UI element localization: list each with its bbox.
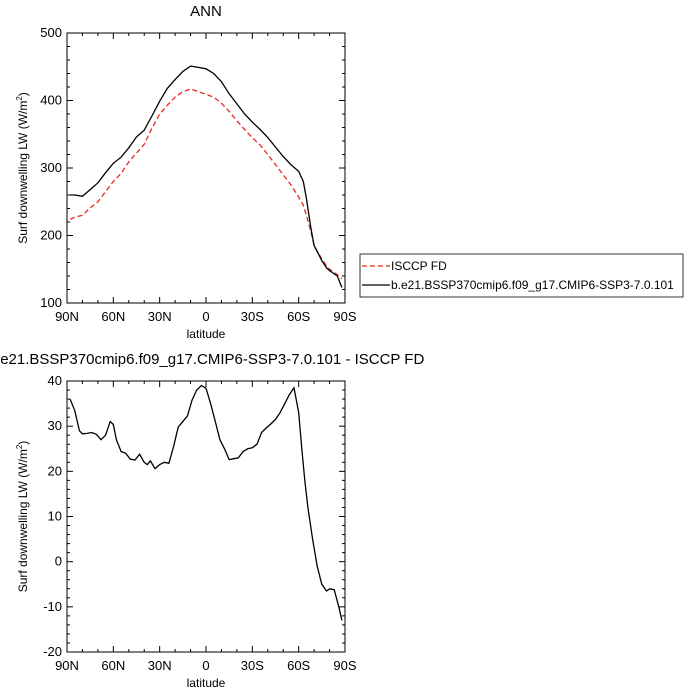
legend-label: b.e21.BSSP370cmip6.f09_g17.CMIP6-SSP3-7.… bbox=[391, 278, 674, 292]
x-tick-label: 60S bbox=[287, 309, 310, 324]
y-tick-label: -20 bbox=[43, 644, 62, 659]
y-tick-label: 300 bbox=[40, 160, 62, 175]
y-tick-label: 100 bbox=[40, 295, 62, 310]
x-tick-label: 90N bbox=[55, 658, 79, 673]
y-tick-label: 10 bbox=[48, 509, 62, 524]
chart-title: ANN bbox=[190, 3, 222, 20]
x-tick-label: 0 bbox=[202, 309, 209, 324]
y-tick-label: 30 bbox=[48, 418, 62, 433]
x-tick-label: 60N bbox=[101, 658, 125, 673]
y-tick-label: 200 bbox=[40, 228, 62, 243]
y-axis-label: Surf downwelling LW (W/m2) bbox=[15, 92, 30, 244]
chart-title: b.e21.BSSP370cmip6.f09_g17.CMIP6-SSP3-7.… bbox=[0, 351, 424, 368]
plot-top: ANN 90N 60N 30N 0 30S 60S 90S 100 200 300 400 500 lat… bbox=[15, 3, 357, 341]
y-tick-label: -10 bbox=[43, 599, 62, 614]
series-line bbox=[69, 88, 343, 280]
x-tick-label: 90S bbox=[333, 309, 356, 324]
y-tick-label: 400 bbox=[40, 93, 62, 108]
x-tick-label: 60N bbox=[101, 309, 125, 324]
x-tick-label: 90N bbox=[55, 309, 79, 324]
x-tick-label: 30S bbox=[241, 309, 264, 324]
x-tick-label: 30S bbox=[241, 658, 264, 673]
y-axis-label: Surf downwelling LW (W/m2) bbox=[15, 441, 30, 593]
y-tick-label: 0 bbox=[55, 554, 62, 569]
plot-frame bbox=[66, 380, 346, 653]
y-tick-label: 20 bbox=[48, 463, 62, 478]
legend-label: ISCCP FD bbox=[391, 259, 447, 273]
legend: ISCCP FD b.e21.BSSP370cmip6.f09_g17.CMIP6… bbox=[359, 253, 684, 298]
x-tick-label: 90S bbox=[333, 658, 356, 673]
x-tick-label: 0 bbox=[202, 658, 209, 673]
legend-box bbox=[359, 253, 684, 298]
x-axis-label: latitude bbox=[187, 327, 226, 341]
y-tick-label: 40 bbox=[48, 373, 62, 388]
plot-bottom: b.e21.BSSP370cmip6.f09_g17.CMIP6-SSP3-7.… bbox=[0, 351, 424, 690]
series-line bbox=[69, 384, 343, 621]
x-tick-label: 30N bbox=[148, 309, 172, 324]
series-line bbox=[70, 65, 343, 288]
x-axis-label: latitude bbox=[187, 676, 226, 690]
y-tick-label: 500 bbox=[40, 25, 62, 40]
x-tick-label: 30N bbox=[148, 658, 172, 673]
x-tick-label: 60S bbox=[287, 658, 310, 673]
